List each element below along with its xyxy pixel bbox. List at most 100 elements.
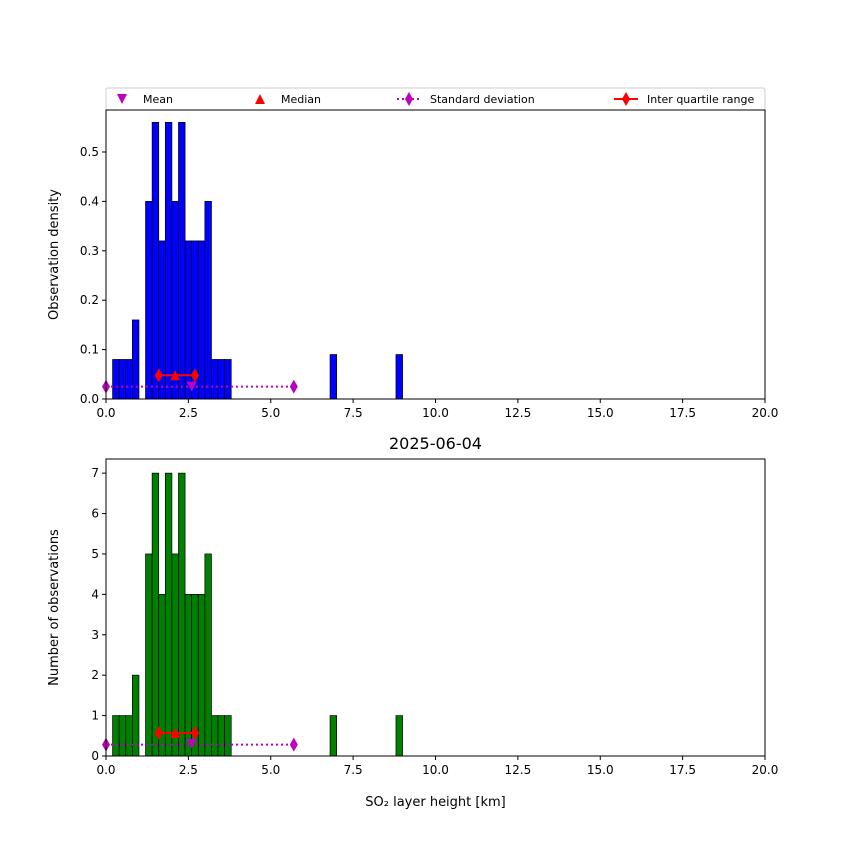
histogram-bar [329, 715, 337, 757]
iqr-diamond-icon [622, 92, 630, 106]
y-tick-label: 0 [91, 749, 99, 763]
mean-marker [186, 738, 197, 749]
x-axis: 0.0 2.5 5.0 7.5 10.0 12.5 15.0 17.5 20.0 [96, 756, 778, 777]
y-tick-label: 7 [91, 466, 99, 480]
histogram-bar [178, 472, 186, 757]
std-diamond-marker [289, 379, 298, 394]
histogram-bar [211, 359, 219, 400]
legend-label: Standard deviation [430, 93, 535, 106]
iqr-diamond-marker [154, 368, 163, 383]
histogram-bars [112, 472, 403, 757]
histogram-bar [204, 553, 212, 757]
x-tick-label: 5.0 [261, 763, 280, 777]
x-tick-label: 0.0 [96, 763, 115, 777]
y-tick-label: 5 [91, 547, 99, 561]
std-diamond-icon [405, 92, 413, 106]
median-marker [170, 370, 181, 381]
mean-marker [186, 381, 197, 392]
x-tick-label: 12.5 [505, 763, 532, 777]
x-axis-label: SO₂ layer height [km] [365, 795, 505, 810]
histogram-bar [171, 201, 179, 400]
legend-label: Inter quartile range [647, 93, 754, 106]
histogram-bar [171, 553, 179, 757]
histogram-bar [178, 122, 186, 400]
legend-entry: Mean [117, 93, 173, 106]
legend-entry: Inter quartile range [614, 92, 754, 106]
histogram-bar [204, 201, 212, 400]
histogram-bar [125, 715, 133, 757]
legend-label: Mean [143, 93, 173, 106]
histogram-bars [112, 122, 403, 400]
median-marker-icon [255, 94, 265, 104]
mean-marker-icon [117, 94, 127, 104]
histogram-bar [217, 359, 225, 400]
histogram-bar [151, 122, 160, 400]
histogram-bar [151, 472, 160, 757]
histogram-bar [118, 359, 127, 400]
std-diamond-marker [289, 737, 298, 752]
x-tick-label: 20.0 [752, 406, 779, 420]
histogram-bar [164, 122, 173, 400]
histogram-bar [118, 715, 127, 757]
histogram-bar [125, 359, 133, 400]
x-tick-label: 2.5 [179, 763, 198, 777]
histogram-bar [184, 594, 193, 757]
legend-entry: Standard deviation [397, 92, 535, 106]
y-tick-label: 0.1 [80, 343, 99, 357]
legend: Mean Median Standard deviation Inter quarti… [105, 87, 766, 111]
histogram-bar [112, 359, 120, 400]
median-marker [170, 727, 181, 738]
y-tick-label: 0.0 [80, 392, 99, 406]
x-tick-label: 7.5 [344, 763, 363, 777]
legend-label: Median [281, 93, 321, 106]
x-tick-label: 5.0 [261, 406, 280, 420]
x-tick-label: 7.5 [344, 406, 363, 420]
y-axis-label: Observation density [47, 189, 62, 320]
y-axis-label: Number of observations [47, 529, 62, 686]
iqr-diamond-marker [190, 725, 199, 740]
histogram-bar [164, 472, 173, 757]
iqr-diamond-marker [154, 725, 163, 740]
histogram-bar [145, 553, 153, 757]
x-tick-label: 17.5 [669, 406, 696, 420]
x-axis: 0.0 2.5 5.0 7.5 10.0 12.5 15.0 17.5 20.0 [96, 399, 778, 420]
histogram-bar [112, 715, 120, 757]
histogram-bar [224, 715, 232, 757]
y-tick-label: 0.2 [80, 293, 99, 307]
density-histogram-chart: 0.0 2.5 5.0 7.5 10.0 12.5 15.0 17.5 20.00.00.10.… [47, 109, 778, 420]
y-tick-label: 0.5 [80, 145, 99, 159]
y-tick-label: 6 [91, 507, 99, 521]
x-tick-label: 12.5 [505, 406, 532, 420]
histogram-bar [217, 715, 225, 757]
chart-title: 2025-06-04 [389, 434, 482, 453]
histogram-bar [145, 201, 153, 400]
y-tick-label: 0.3 [80, 244, 99, 258]
y-tick-label: 3 [91, 628, 99, 642]
y-tick-label: 1 [91, 709, 99, 723]
y-tick-label: 2 [91, 668, 99, 682]
x-tick-label: 15.0 [587, 763, 614, 777]
histogram-bar [329, 354, 337, 400]
y-axis: 0.0 0.1 0.2 0.3 0.4 0.5 [80, 145, 106, 406]
x-tick-label: 10.0 [422, 406, 449, 420]
histogram-bar [395, 354, 403, 400]
x-tick-label: 10.0 [422, 763, 449, 777]
histogram-bar [224, 359, 232, 400]
iqr-diamond-marker [190, 368, 199, 383]
histogram-bar [395, 715, 403, 757]
x-tick-label: 17.5 [669, 763, 696, 777]
y-tick-label: 4 [91, 587, 99, 601]
x-tick-label: 15.0 [587, 406, 614, 420]
histogram-bar [197, 594, 206, 757]
x-tick-label: 2.5 [179, 406, 198, 420]
x-tick-label: 0.0 [96, 406, 115, 420]
y-axis: 0 1 2 3 4 5 6 7 [91, 466, 106, 763]
histogram-bar [211, 715, 219, 757]
y-tick-label: 0.4 [80, 194, 99, 208]
x-tick-label: 20.0 [752, 763, 779, 777]
histogram-bar [197, 240, 206, 400]
count-histogram-chart: 0.0 2.5 5.0 7.5 10.0 12.5 15.0 17.5 20.0 0 1 2 3 4 5 6 7… [47, 434, 778, 810]
legend-entry: Median [255, 93, 321, 106]
